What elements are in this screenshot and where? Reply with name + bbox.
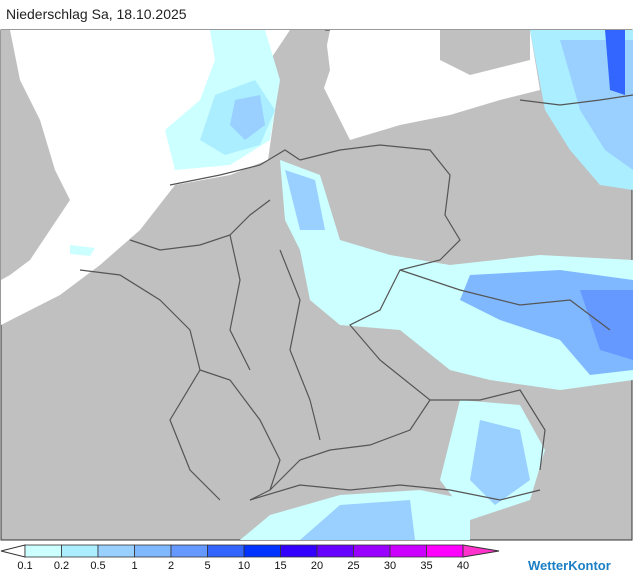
legend-swatch — [280, 544, 318, 558]
legend-label: 20 — [311, 560, 323, 572]
legend-swatch — [243, 544, 281, 558]
legend-label: 1 — [131, 560, 137, 572]
legend-swatch — [353, 544, 391, 558]
legend: 0.1 0.2 0.5 1 2 5 10 15 20 25 30 35 40 — [0, 544, 500, 572]
legend-label: 0.5 — [90, 560, 105, 572]
legend-label: 35 — [420, 560, 432, 572]
legend-swatch — [170, 544, 208, 558]
legend-label: 5 — [204, 560, 210, 572]
sweden — [440, 30, 530, 75]
legend-label: 10 — [238, 560, 250, 572]
legend-label: 15 — [274, 560, 286, 572]
denmark — [280, 30, 330, 110]
precipitation — [70, 30, 633, 540]
legend-swatch — [97, 544, 135, 558]
legend-swatch — [389, 544, 427, 558]
map — [0, 29, 633, 541]
borders — [79, 94, 633, 501]
legend-label: 0.1 — [17, 560, 32, 572]
legend-label: 2 — [168, 560, 174, 572]
brand-logo: WetterKontor — [528, 558, 611, 573]
legend-label: 40 — [457, 560, 469, 572]
legend-label: 0.2 — [54, 560, 69, 572]
legend-swatch — [61, 544, 99, 558]
legend-label: 25 — [347, 560, 359, 572]
legend-swatch — [134, 544, 172, 558]
legend-swatch — [426, 544, 464, 558]
legend-label: 30 — [384, 560, 396, 572]
legend-swatch — [316, 544, 354, 558]
legend-swatch — [207, 544, 245, 558]
great-britain — [1, 30, 70, 280]
brand-name: WetterKontor — [528, 558, 611, 573]
map-title: Niederschlag Sa, 18.10.2025 — [6, 6, 187, 22]
legend-below — [0, 544, 26, 558]
legend-above — [462, 544, 500, 558]
legend-swatch — [24, 544, 62, 558]
